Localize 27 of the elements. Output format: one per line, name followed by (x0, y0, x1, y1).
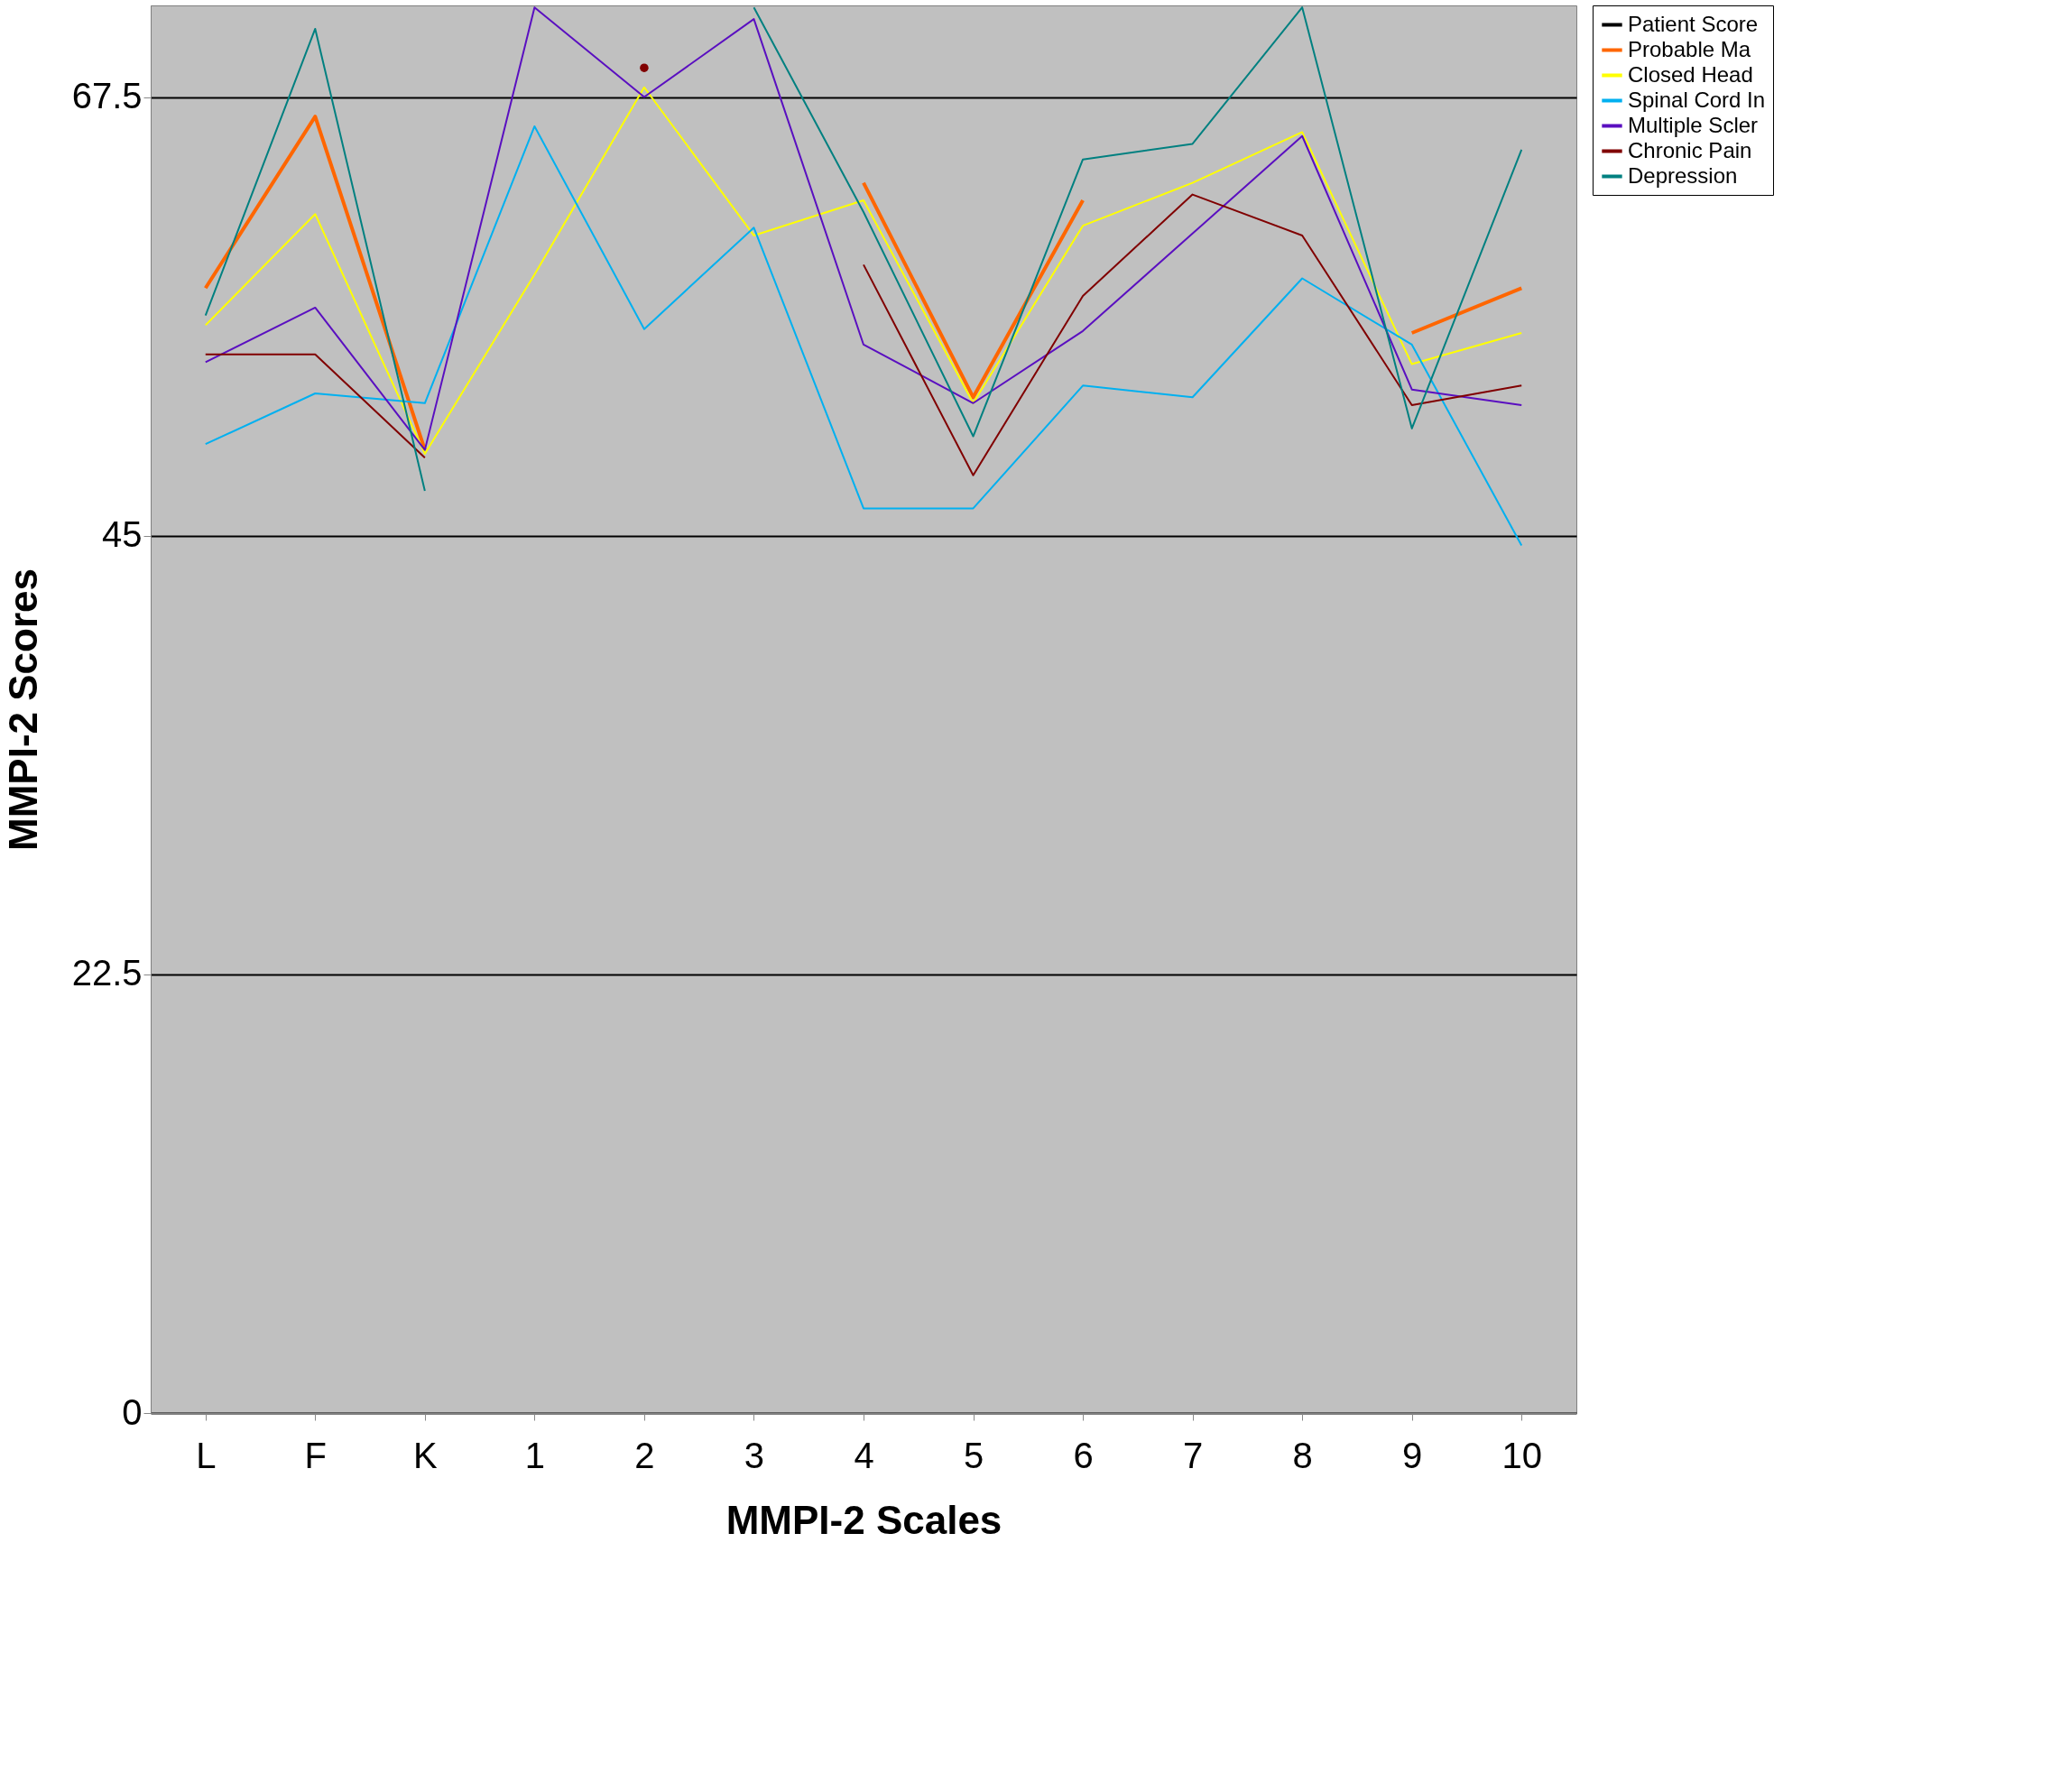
x-tick-label: 1 (524, 1435, 546, 1475)
legend-label: Multiple Scler (1628, 112, 1759, 137)
y-tick-label: 45 (102, 514, 143, 555)
legend-label: Chronic Pain (1628, 137, 1752, 162)
x-tick-label: 5 (963, 1435, 984, 1475)
x-tick-label: F (304, 1435, 328, 1475)
legend-label: Spinal Cord In (1628, 87, 1766, 112)
legend-label: Closed Head (1628, 61, 1753, 87)
y-axis-title: MMPI-2 Scores (0, 568, 45, 851)
x-tick-label: 3 (744, 1435, 765, 1475)
legend-label: Probable Ma (1628, 36, 1751, 61)
legend-label: Patient Score (1628, 11, 1759, 36)
line-series (204, 125, 1523, 547)
legend-label: Depression (1628, 162, 1738, 188)
y-tick-label: 22.5 (71, 953, 143, 993)
x-tick-label: 8 (1292, 1435, 1313, 1475)
x-tick-label: 9 (1402, 1435, 1423, 1475)
y-tick-label: 67.5 (71, 76, 143, 116)
x-axis-title: MMPI-2 Scales (725, 1497, 1002, 1542)
x-tick-label: 6 (1073, 1435, 1094, 1475)
x-tick-label: 4 (854, 1435, 874, 1475)
x-tick-label: 10 (1501, 1435, 1542, 1475)
y-tick-label: 0 (122, 1391, 143, 1432)
x-tick-label: 7 (1182, 1435, 1204, 1475)
x-tick-label: 2 (634, 1435, 655, 1475)
x-tick-label: K (413, 1435, 438, 1475)
x-tick-label: L (196, 1435, 217, 1475)
